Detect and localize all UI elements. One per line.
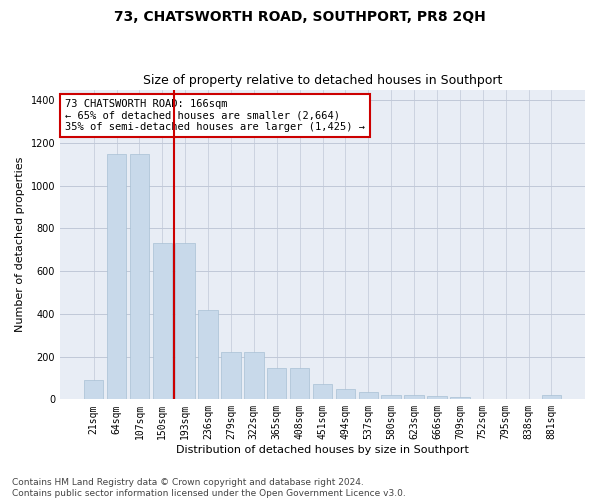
- Bar: [450, 397, 470, 400]
- Bar: [427, 396, 446, 400]
- Bar: [313, 384, 332, 400]
- Bar: [382, 394, 401, 400]
- Bar: [221, 352, 241, 400]
- Y-axis label: Number of detached properties: Number of detached properties: [15, 157, 25, 332]
- Text: 73 CHATSWORTH ROAD: 166sqm
← 65% of detached houses are smaller (2,664)
35% of s: 73 CHATSWORTH ROAD: 166sqm ← 65% of deta…: [65, 99, 365, 132]
- Bar: [130, 154, 149, 400]
- Text: 73, CHATSWORTH ROAD, SOUTHPORT, PR8 2QH: 73, CHATSWORTH ROAD, SOUTHPORT, PR8 2QH: [114, 10, 486, 24]
- Bar: [244, 352, 263, 400]
- Bar: [404, 396, 424, 400]
- X-axis label: Distribution of detached houses by size in Southport: Distribution of detached houses by size …: [176, 445, 469, 455]
- Bar: [359, 392, 378, 400]
- Bar: [199, 310, 218, 400]
- Bar: [152, 244, 172, 400]
- Bar: [290, 368, 310, 400]
- Bar: [84, 380, 103, 400]
- Title: Size of property relative to detached houses in Southport: Size of property relative to detached ho…: [143, 74, 502, 87]
- Bar: [335, 388, 355, 400]
- Bar: [267, 368, 286, 400]
- Bar: [107, 154, 126, 400]
- Bar: [175, 244, 195, 400]
- Bar: [542, 395, 561, 400]
- Text: Contains HM Land Registry data © Crown copyright and database right 2024.
Contai: Contains HM Land Registry data © Crown c…: [12, 478, 406, 498]
